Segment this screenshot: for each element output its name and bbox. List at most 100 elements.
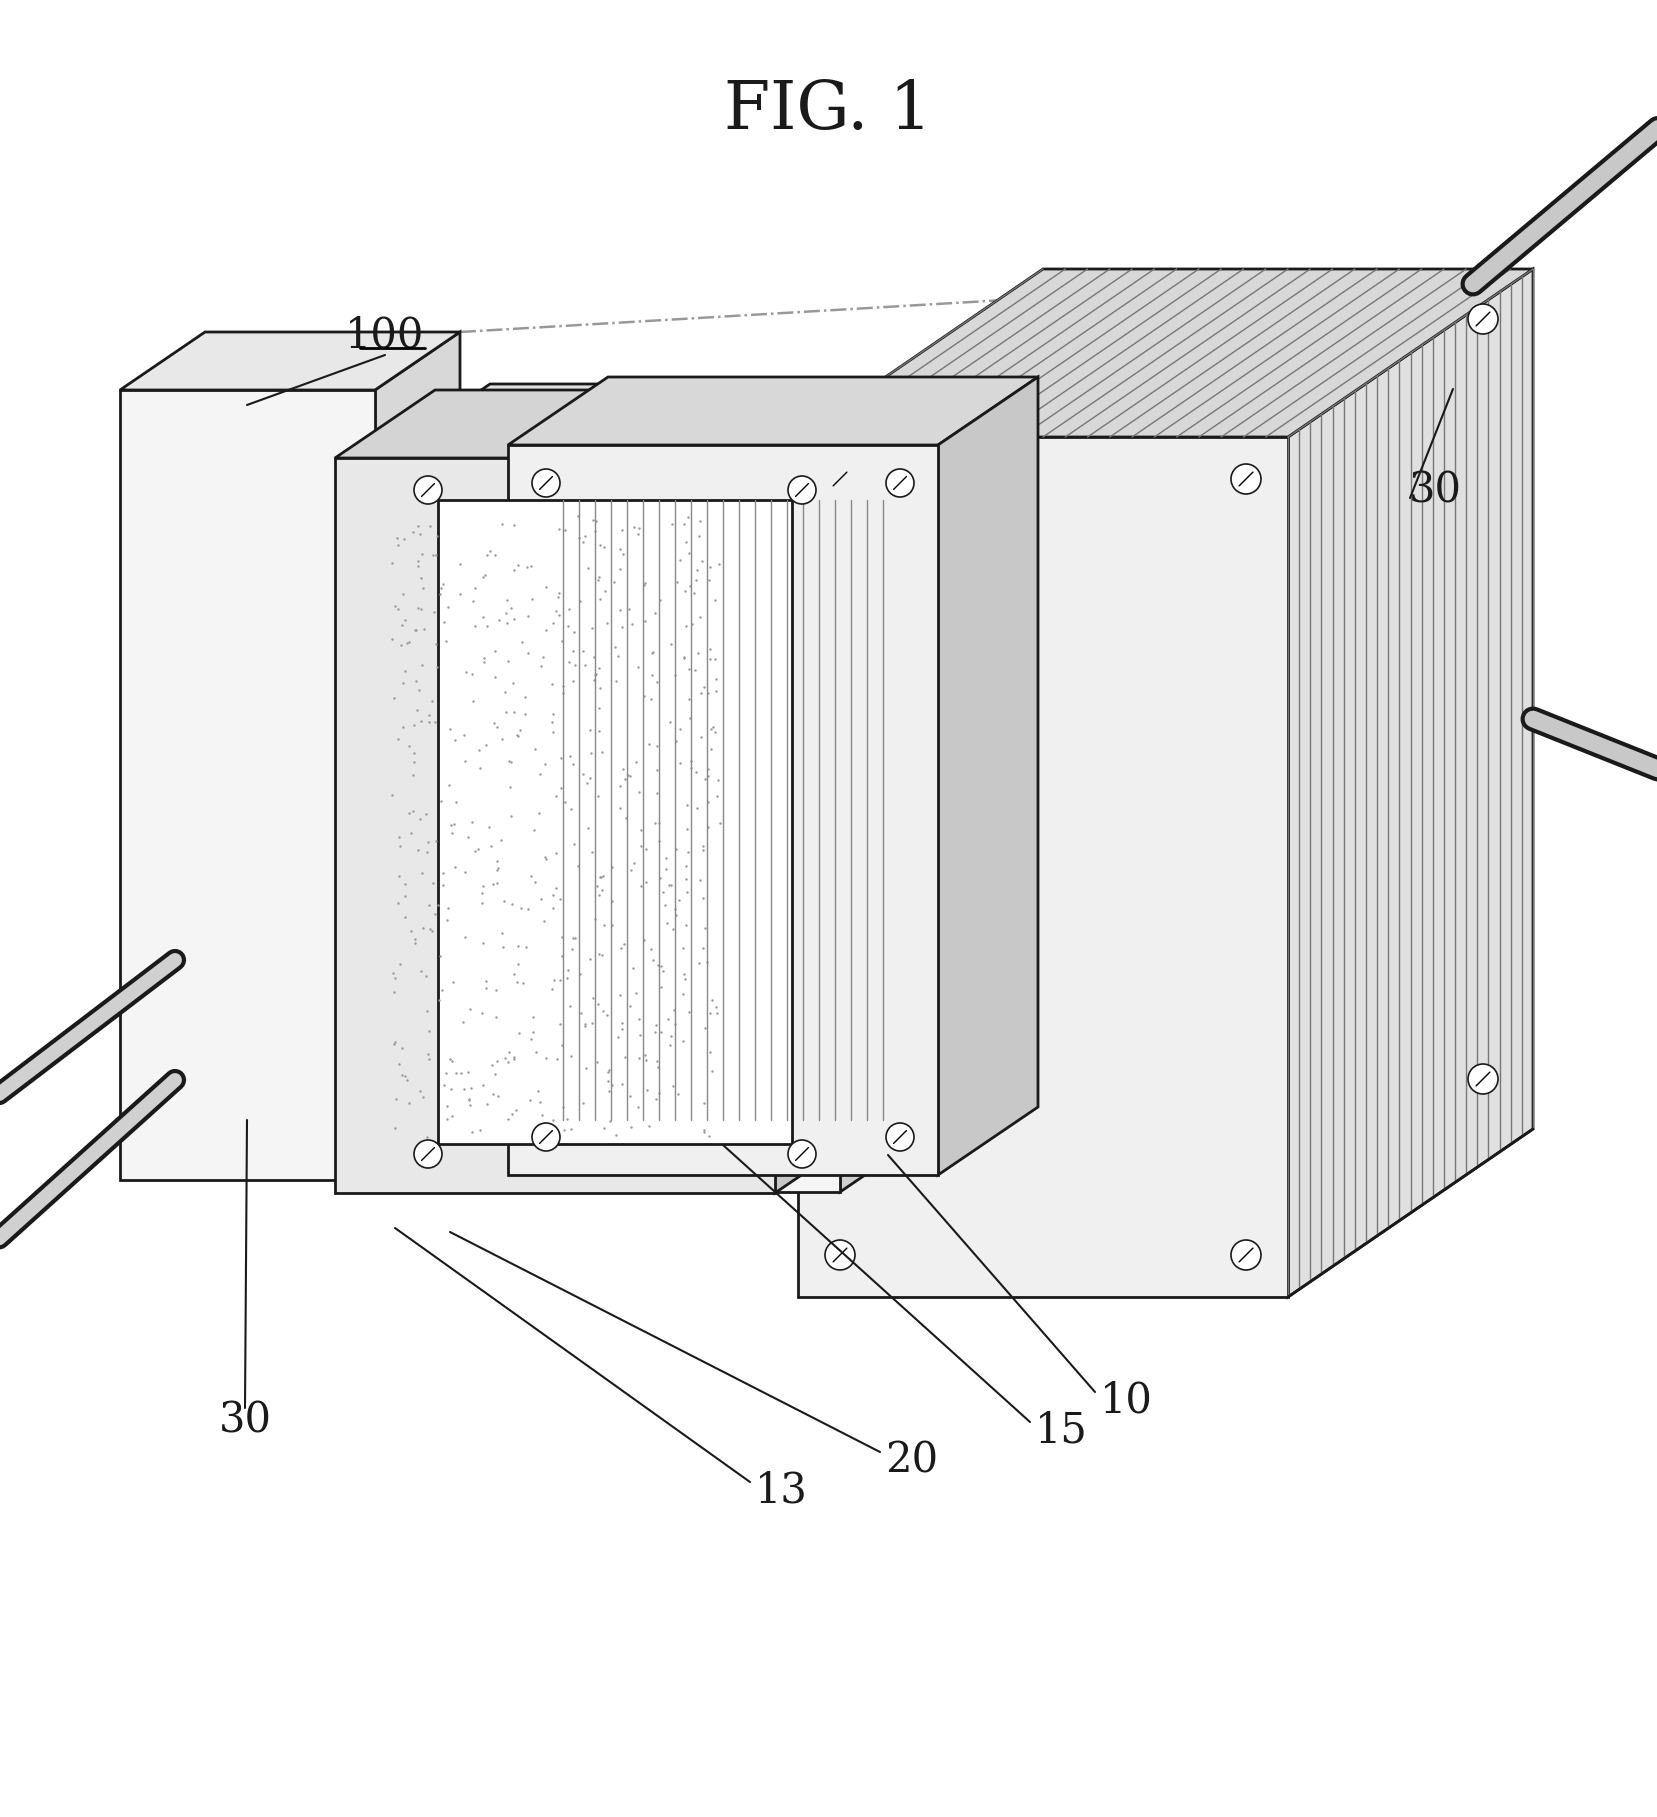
Point [403, 667, 429, 696]
Point [663, 567, 689, 596]
Point [381, 963, 408, 992]
Polygon shape [509, 376, 1037, 445]
Circle shape [1468, 1065, 1498, 1094]
Point [704, 765, 731, 794]
Point [618, 1112, 645, 1141]
Point [514, 932, 540, 961]
Point [495, 1038, 522, 1067]
Point [696, 1121, 722, 1150]
Point [471, 561, 497, 591]
Point [492, 678, 519, 707]
Point [669, 979, 696, 1008]
Point [522, 734, 548, 763]
Point [664, 1079, 691, 1108]
Point [683, 758, 709, 787]
Point [456, 1087, 482, 1116]
Circle shape [414, 476, 442, 503]
Point [441, 725, 467, 754]
Point [560, 749, 587, 778]
Point [661, 894, 688, 923]
Point [595, 1056, 621, 1085]
Point [383, 523, 409, 552]
Point [396, 798, 423, 827]
Point [696, 634, 722, 663]
Text: 13: 13 [756, 1468, 809, 1512]
Point [580, 665, 606, 694]
Point [625, 652, 651, 681]
Point [562, 829, 588, 858]
Point [626, 1021, 653, 1050]
Polygon shape [119, 391, 374, 1179]
Point [514, 601, 540, 630]
Point [641, 600, 668, 629]
Point [539, 670, 565, 700]
Point [469, 1070, 495, 1099]
Point [529, 652, 555, 681]
Polygon shape [374, 333, 461, 1179]
Point [439, 819, 466, 849]
Point [384, 594, 411, 623]
Point [497, 772, 524, 801]
Polygon shape [335, 458, 775, 1194]
Point [519, 1003, 545, 1032]
Point [650, 878, 676, 907]
Point [610, 540, 636, 569]
Point [582, 660, 608, 689]
Point [640, 947, 666, 976]
Point [428, 787, 454, 816]
Point [383, 1027, 409, 1056]
Point [456, 1057, 482, 1087]
Point [671, 576, 698, 605]
Point [548, 1030, 575, 1059]
Point [527, 760, 553, 789]
Point [545, 583, 572, 612]
Point [635, 1112, 661, 1141]
Point [456, 823, 482, 852]
Point [393, 605, 419, 634]
Point [534, 572, 560, 601]
Point [459, 660, 486, 689]
Point [482, 636, 509, 665]
Point [429, 976, 456, 1005]
Point [484, 856, 510, 885]
Circle shape [414, 1139, 442, 1168]
Point [492, 698, 519, 727]
Point [500, 603, 527, 632]
Point [406, 520, 432, 549]
Point [565, 852, 592, 881]
Point [525, 799, 552, 829]
Point [404, 512, 431, 541]
Point [461, 687, 487, 716]
Point [381, 591, 408, 620]
Point [471, 643, 497, 672]
Point [588, 738, 615, 767]
Point [507, 716, 534, 745]
Point [515, 894, 542, 923]
Point [650, 956, 676, 985]
Point [447, 580, 474, 609]
Point [424, 521, 451, 551]
Point [539, 709, 565, 738]
Point [416, 707, 442, 736]
Point [532, 616, 558, 645]
Point [416, 914, 442, 943]
Point [651, 890, 678, 919]
Polygon shape [775, 391, 875, 1194]
Point [520, 1018, 547, 1047]
Point [429, 870, 456, 899]
Point [663, 727, 689, 756]
Point [610, 930, 636, 959]
Point [595, 1067, 621, 1096]
Point [379, 959, 406, 988]
Point [640, 640, 666, 669]
Point [585, 565, 611, 594]
Point [467, 754, 494, 783]
Point [548, 627, 575, 656]
Point [504, 721, 530, 750]
Point [534, 845, 560, 874]
Point [638, 934, 664, 963]
Point [688, 723, 714, 752]
Point [481, 709, 507, 738]
Point [605, 641, 631, 670]
Polygon shape [389, 452, 840, 1192]
